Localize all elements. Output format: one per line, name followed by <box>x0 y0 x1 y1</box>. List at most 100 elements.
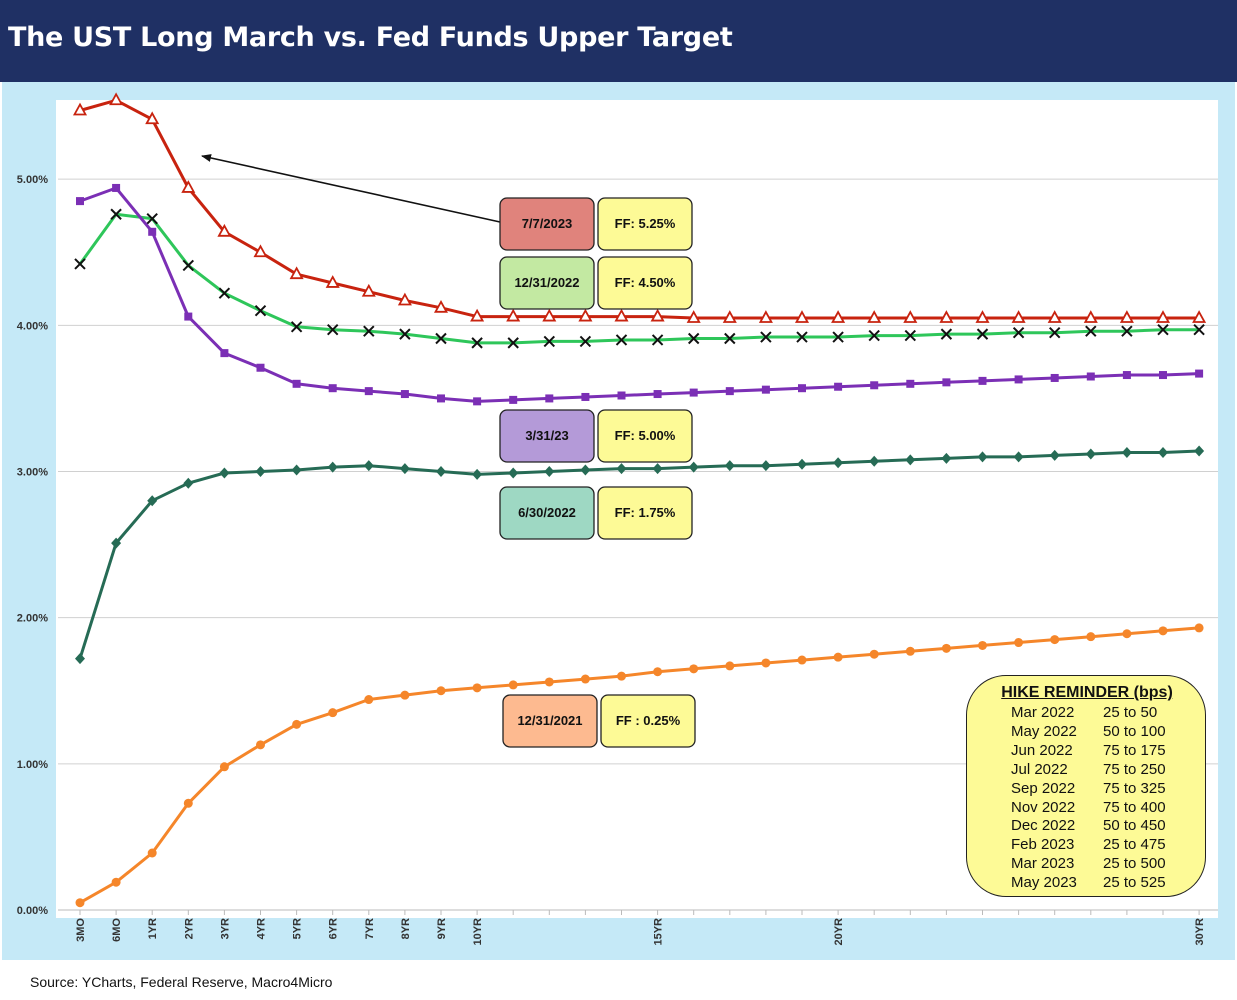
data-point <box>217 223 232 237</box>
data-point <box>111 877 121 887</box>
hike-row: May 2023 25 to 525 <box>967 874 1207 893</box>
data-point <box>436 686 446 696</box>
data-point <box>833 457 844 469</box>
data-point <box>868 329 880 342</box>
hike-row: Mar 2023 25 to 500 <box>967 855 1207 874</box>
ff-label: FF: 5.25% <box>615 216 676 231</box>
x-tick-label: 7YR <box>364 918 376 939</box>
data-point <box>941 643 951 653</box>
hike-change: 75 to 400 <box>1103 798 1166 816</box>
data-point <box>1158 626 1168 636</box>
data-point <box>1012 326 1025 339</box>
data-point <box>437 394 445 403</box>
data-point <box>361 283 376 297</box>
data-point <box>220 349 229 358</box>
data-point <box>181 180 196 193</box>
hike-change: 75 to 175 <box>1103 741 1166 759</box>
data-point <box>543 335 556 348</box>
ff-label: FF: 5.00% <box>615 428 676 443</box>
data-point <box>686 310 701 323</box>
data-point <box>363 325 375 337</box>
ff-label: FF: 1.75% <box>615 505 676 520</box>
data-point <box>797 458 807 470</box>
data-point <box>363 460 374 472</box>
series-diamond <box>75 445 1205 665</box>
data-point <box>399 328 411 340</box>
hike-date: May 2023 <box>1011 874 1077 892</box>
data-point <box>941 452 952 464</box>
data-point <box>761 385 770 394</box>
y-tick-label: 0.00% <box>17 905 48 917</box>
data-point <box>1085 448 1096 460</box>
data-point <box>977 451 988 463</box>
data-point <box>580 674 590 684</box>
hike-change: 50 to 100 <box>1103 722 1166 740</box>
data-point <box>544 466 555 478</box>
data-point <box>184 312 193 321</box>
hike-row: May 2022 50 to 100 <box>967 723 1207 742</box>
data-point <box>328 708 338 718</box>
ff-label-box: FF: 5.00% <box>597 409 693 463</box>
data-point <box>1048 326 1061 339</box>
data-point <box>72 102 88 116</box>
hike-row: Jul 2022 75 to 250 <box>967 761 1207 780</box>
x-tick-label: 15YR <box>653 918 665 946</box>
data-point <box>147 495 158 507</box>
data-point <box>1086 632 1096 642</box>
data-point <box>760 460 771 472</box>
page-title: The UST Long March vs. Fed Funds Upper T… <box>8 22 733 53</box>
x-tick-label: 8YR <box>400 918 412 939</box>
x-tick-label: 5YR <box>292 918 304 939</box>
x-tick-label: 6MO <box>111 918 123 942</box>
data-point <box>471 337 483 349</box>
data-point <box>1083 310 1098 323</box>
data-point <box>870 381 879 390</box>
data-point <box>688 461 699 473</box>
data-point <box>798 384 806 393</box>
data-point <box>724 460 735 472</box>
data-point <box>400 390 409 399</box>
data-point <box>509 395 518 404</box>
x-tick-label: 30YR <box>1194 918 1206 946</box>
data-point <box>905 454 916 466</box>
data-point <box>579 335 592 348</box>
date-label-box: 12/31/2022 <box>499 256 595 310</box>
data-point <box>545 394 554 403</box>
date-label: 6/30/2022 <box>518 505 576 520</box>
data-point <box>327 461 338 473</box>
data-point <box>1121 325 1133 337</box>
x-tick-label: 2YR <box>183 918 195 939</box>
data-point <box>364 387 373 396</box>
hike-date: Feb 2023 <box>1011 836 1075 854</box>
data-point <box>1050 373 1059 382</box>
footer <box>0 960 1237 1000</box>
data-point <box>1122 371 1131 380</box>
y-tick-label: 4.00% <box>17 320 48 332</box>
hike-change: 25 to 50 <box>1103 704 1158 721</box>
hike-date: Jul 2022 <box>1011 760 1068 778</box>
data-point <box>397 292 412 306</box>
data-point <box>652 463 663 475</box>
data-point <box>1121 447 1132 459</box>
data-point <box>470 308 485 322</box>
data-point <box>939 310 954 323</box>
hike-date: Mar 2023 <box>1011 855 1075 873</box>
ff-label-box: FF : 0.25% <box>600 694 696 748</box>
data-point <box>1014 638 1024 648</box>
date-label-box: 3/31/23 <box>499 409 595 463</box>
date-label: 3/31/23 <box>525 428 568 443</box>
data-point <box>616 463 627 475</box>
hike-reminder-box: HIKE REMINDER (bps) Mar 2022 25 to 50 May … <box>966 675 1206 897</box>
hike-row: Dec 2022 50 to 450 <box>967 817 1207 836</box>
hike-date: Sep 2022 <box>1011 779 1076 797</box>
annotation-arrow <box>201 154 501 223</box>
data-point <box>436 466 446 478</box>
data-point <box>508 680 518 690</box>
data-point <box>1086 372 1095 381</box>
hike-date: May 2022 <box>1011 722 1077 740</box>
data-point <box>758 310 773 323</box>
data-point <box>834 382 843 391</box>
series-line <box>78 449 1200 660</box>
y-tick-label: 1.00% <box>17 759 48 771</box>
data-point <box>507 337 519 349</box>
